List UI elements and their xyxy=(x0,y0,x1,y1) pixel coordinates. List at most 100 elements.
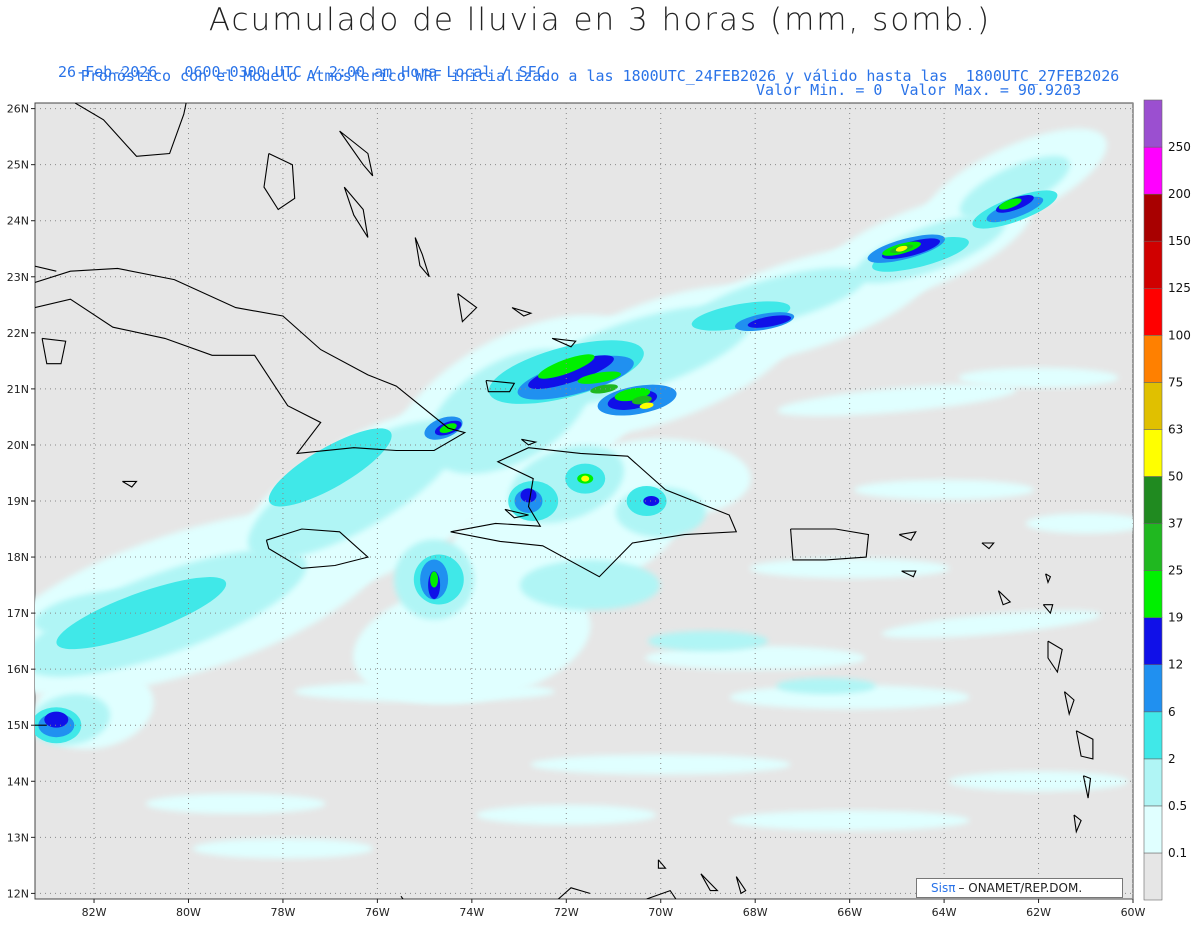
precip-blob xyxy=(895,245,908,252)
precip-blob xyxy=(776,678,876,694)
min-max-text: Valor Min. = 0 Valor Max. = 90.9203 xyxy=(756,81,1082,99)
precip-blob xyxy=(476,804,657,825)
coastline-antigua xyxy=(1042,604,1054,615)
precip-blob xyxy=(590,384,618,394)
coastline-exumas xyxy=(343,186,369,238)
coastline-eleuthera xyxy=(339,130,374,177)
coastline-anguilla xyxy=(981,542,995,550)
coastline-dominica xyxy=(1063,691,1075,717)
subtitle-line-1: 26-Feb-2026 0600-0300 UTC / 2:00 am Hora… xyxy=(0,45,1200,99)
precip-blob xyxy=(632,395,652,405)
valid-time-text: 26-Feb-2026 0600-0300 UTC / 2:00 am Hora… xyxy=(58,63,546,81)
coastline-martinique xyxy=(1075,730,1094,760)
precip-blob xyxy=(430,571,439,588)
precip-blob xyxy=(639,402,654,409)
precip-blob xyxy=(520,488,537,503)
coastline-yucatan-coast xyxy=(35,265,57,272)
lat-label: 22N xyxy=(7,327,29,340)
precip-blob xyxy=(294,681,555,702)
precip-blob xyxy=(530,754,791,775)
chart-title: Acumulado de lluvia en 3 horas (mm, somb… xyxy=(208,2,992,38)
legend-label: 150 xyxy=(1168,234,1191,248)
lon-label: 72W xyxy=(554,906,579,919)
precip-blob xyxy=(643,496,660,506)
legend-swatch xyxy=(1143,664,1163,713)
legend-label: 250 xyxy=(1168,140,1191,154)
lat-label: 25N xyxy=(7,159,29,172)
precip-blob xyxy=(247,420,460,560)
coastline-turks xyxy=(551,337,577,348)
lon-label: 62W xyxy=(1026,906,1051,919)
legend-label: 12 xyxy=(1168,658,1183,672)
lon-label: 70W xyxy=(648,906,673,919)
legend-swatch xyxy=(1143,805,1163,854)
model-info-text: Pronóstico con el Modelo Atmósferico WRF… xyxy=(80,67,1120,85)
lat-label: 19N xyxy=(7,495,29,508)
coastline-guadeloupe xyxy=(1047,640,1063,674)
legend-label: 200 xyxy=(1168,187,1191,201)
precip-blob xyxy=(519,560,660,611)
map-axes: 12N 13N 14N 15N 16N 17N 18N 19N 20N 21N 22N 23N 24N 2… xyxy=(7,103,1146,919)
credit-text: – ONAMET/REP.DOM. xyxy=(958,881,1083,895)
lat-label: 15N xyxy=(7,719,29,732)
lat-label: 20N xyxy=(7,439,29,452)
precip-blob xyxy=(56,577,227,650)
coastline-barbuda xyxy=(1045,573,1052,584)
lon-label: 66W xyxy=(837,906,862,919)
lon-label: 60W xyxy=(1121,906,1146,919)
legend-label: 75 xyxy=(1168,375,1183,389)
sispi-logo: Sisπ xyxy=(931,881,956,895)
legend-label: 125 xyxy=(1168,281,1191,295)
legend-swatch xyxy=(1143,429,1163,477)
legend-swatch xyxy=(1143,570,1163,618)
credit-box: Sisπ – ONAMET/REP.DOM. xyxy=(916,878,1123,898)
color-legend: 0.1 0.5 2 6 12 19 25 37 50 63 75 100 125 150 200 250 xyxy=(1143,99,1191,901)
legend-label: 63 xyxy=(1168,422,1183,436)
coastline-florida xyxy=(74,103,187,157)
lat-label: 21N xyxy=(7,383,29,396)
coastline-virgin-islands xyxy=(898,531,917,541)
coastline-puerto-rico xyxy=(790,528,870,561)
lat-label: 23N xyxy=(7,271,29,284)
legend-swatch xyxy=(1143,711,1163,760)
lat-label: 16N xyxy=(7,663,29,676)
legend-swatch xyxy=(1143,193,1163,242)
lat-label: 14N xyxy=(7,775,29,788)
legend-swatch xyxy=(1143,852,1163,901)
legend-label: 37 xyxy=(1168,517,1183,531)
legend-swatch xyxy=(1143,476,1163,524)
legend-swatch xyxy=(1143,146,1163,195)
coastline-isla-juventud xyxy=(41,337,67,365)
legend-label: 0.1 xyxy=(1168,846,1187,860)
lon-label: 78W xyxy=(270,906,295,919)
coastlines xyxy=(35,103,1094,899)
coastline-st-kitts xyxy=(997,590,1012,606)
precip-blob xyxy=(958,367,1119,388)
coastline-grand-cayman xyxy=(122,480,138,488)
legend-swatch xyxy=(1143,758,1163,807)
precip-blob xyxy=(881,610,1101,639)
coastline-venezuela xyxy=(646,889,677,899)
lon-label: 76W xyxy=(365,906,390,919)
coastline-aruba xyxy=(657,859,667,869)
coastline-jamaica xyxy=(265,528,370,569)
coastline-curacao xyxy=(700,873,719,892)
coastline-inagua xyxy=(485,379,516,393)
lat-label: 13N xyxy=(7,831,29,844)
precip-blob xyxy=(729,810,970,831)
precip-blob xyxy=(998,198,1022,210)
lon-label: 74W xyxy=(459,906,484,919)
legend-swatch xyxy=(1143,523,1163,571)
legend-swatch xyxy=(1143,617,1163,665)
lon-label: 68W xyxy=(743,906,768,919)
coastline-mayaguana xyxy=(511,307,533,317)
coastline-hispaniola xyxy=(450,447,738,578)
precip-blob xyxy=(648,631,768,652)
coastline-acklins xyxy=(457,293,478,323)
precip-blob xyxy=(44,711,69,728)
coastline-tortuga xyxy=(521,438,538,446)
lon-label: 80W xyxy=(176,906,201,919)
precip-blob xyxy=(1025,513,1133,534)
legend-swatch xyxy=(1143,334,1163,383)
